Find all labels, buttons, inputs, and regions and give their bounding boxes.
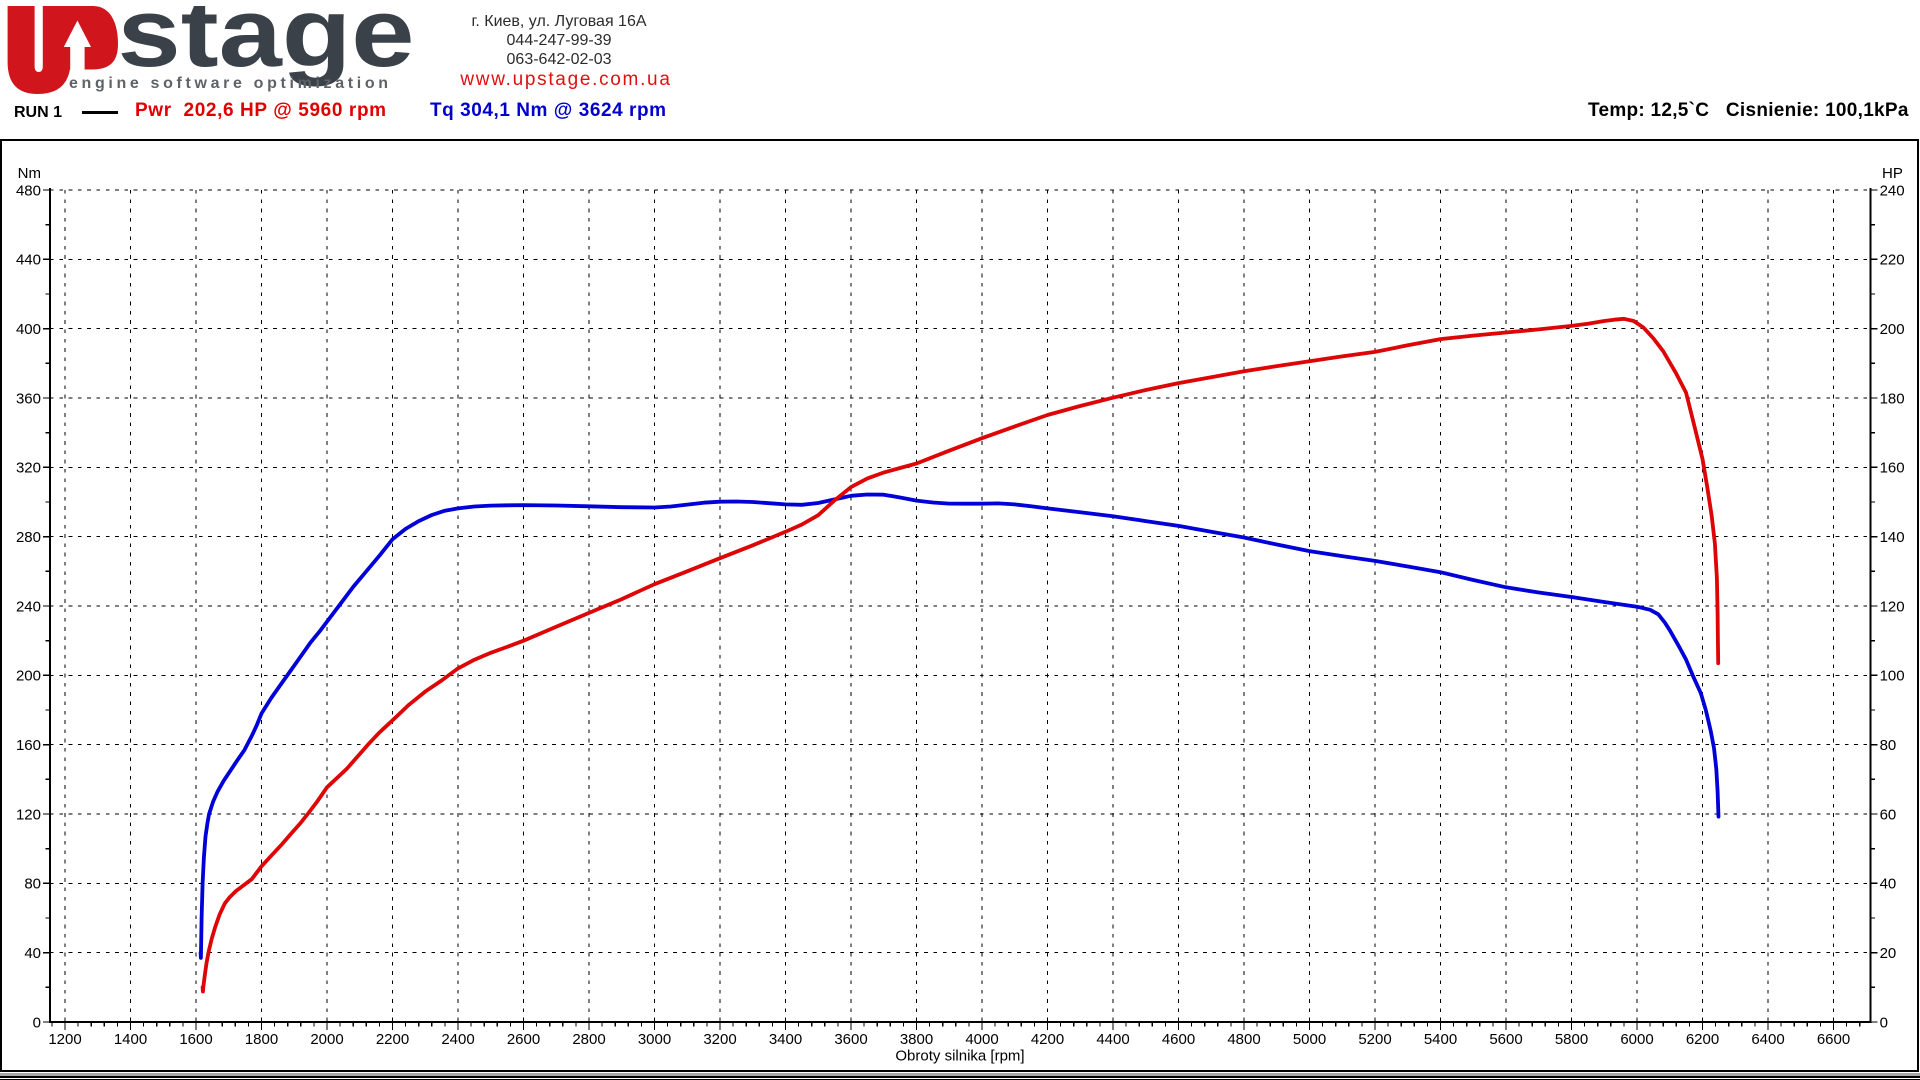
svg-text:360: 360 xyxy=(16,390,41,407)
svg-text:1600: 1600 xyxy=(179,1031,212,1048)
svg-text:5000: 5000 xyxy=(1293,1031,1326,1048)
svg-text:3400: 3400 xyxy=(769,1031,802,1048)
svg-text:240: 240 xyxy=(1880,182,1905,199)
svg-text:2600: 2600 xyxy=(507,1031,540,1048)
svg-text:40: 40 xyxy=(24,945,41,962)
svg-text:2400: 2400 xyxy=(441,1031,474,1048)
svg-text:0: 0 xyxy=(1880,1014,1888,1031)
svg-text:3200: 3200 xyxy=(703,1031,736,1048)
svg-text:6000: 6000 xyxy=(1620,1031,1653,1048)
svg-text:120: 120 xyxy=(16,806,41,823)
svg-text:Nm: Nm xyxy=(18,165,41,182)
svg-text:Obroty silnika [rpm]: Obroty silnika [rpm] xyxy=(895,1048,1024,1065)
svg-text:200: 200 xyxy=(16,668,41,685)
svg-text:6400: 6400 xyxy=(1751,1031,1784,1048)
svg-text:80: 80 xyxy=(24,876,41,893)
svg-text:4200: 4200 xyxy=(1031,1031,1064,1048)
svg-text:4600: 4600 xyxy=(1162,1031,1195,1048)
svg-text:120: 120 xyxy=(1880,598,1905,615)
svg-text:400: 400 xyxy=(16,321,41,338)
svg-text:320: 320 xyxy=(16,460,41,477)
svg-text:HP: HP xyxy=(1882,165,1903,182)
svg-text:4400: 4400 xyxy=(1096,1031,1129,1048)
svg-text:3600: 3600 xyxy=(834,1031,867,1048)
svg-text:60: 60 xyxy=(1880,806,1897,823)
svg-text:140: 140 xyxy=(1880,529,1905,546)
svg-text:4000: 4000 xyxy=(965,1031,998,1048)
svg-text:6200: 6200 xyxy=(1686,1031,1719,1048)
svg-text:1400: 1400 xyxy=(114,1031,147,1048)
svg-text:2800: 2800 xyxy=(572,1031,605,1048)
svg-text:40: 40 xyxy=(1880,876,1897,893)
svg-text:2000: 2000 xyxy=(310,1031,343,1048)
svg-text:240: 240 xyxy=(16,598,41,615)
svg-text:100: 100 xyxy=(1880,668,1905,685)
svg-text:5600: 5600 xyxy=(1489,1031,1522,1048)
svg-text:5800: 5800 xyxy=(1555,1031,1588,1048)
svg-text:5400: 5400 xyxy=(1424,1031,1457,1048)
svg-text:6600: 6600 xyxy=(1817,1031,1850,1048)
svg-text:4800: 4800 xyxy=(1227,1031,1260,1048)
svg-text:280: 280 xyxy=(16,529,41,546)
svg-text:440: 440 xyxy=(16,252,41,269)
svg-text:0: 0 xyxy=(33,1014,41,1031)
svg-text:2200: 2200 xyxy=(376,1031,409,1048)
svg-text:1800: 1800 xyxy=(245,1031,278,1048)
svg-text:80: 80 xyxy=(1880,737,1897,754)
svg-text:180: 180 xyxy=(1880,390,1905,407)
svg-text:3800: 3800 xyxy=(900,1031,933,1048)
svg-text:160: 160 xyxy=(16,737,41,754)
svg-text:5200: 5200 xyxy=(1358,1031,1391,1048)
svg-text:160: 160 xyxy=(1880,460,1905,477)
svg-text:480: 480 xyxy=(16,182,41,199)
svg-text:220: 220 xyxy=(1880,252,1905,269)
svg-text:stage: stage xyxy=(118,6,415,87)
svg-text:20: 20 xyxy=(1880,945,1897,962)
svg-text:200: 200 xyxy=(1880,321,1905,338)
svg-text:1200: 1200 xyxy=(48,1031,81,1048)
svg-text:3000: 3000 xyxy=(638,1031,671,1048)
